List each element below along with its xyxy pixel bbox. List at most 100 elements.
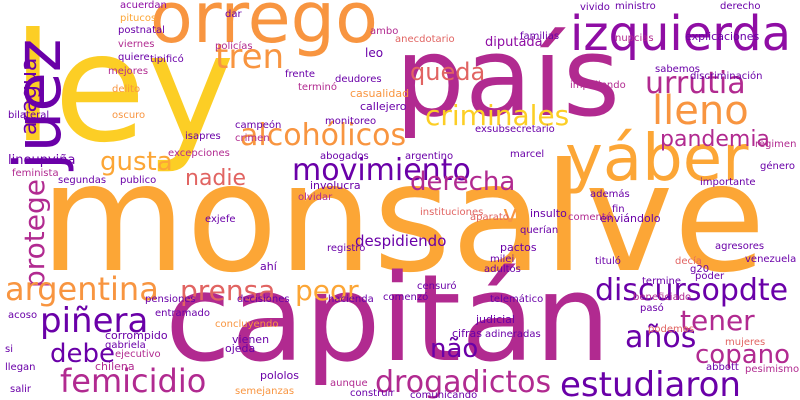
- word: terminó: [298, 81, 337, 93]
- word: excepciones: [168, 148, 230, 159]
- word: crimen: [235, 133, 270, 144]
- word: fin: [612, 204, 625, 215]
- word: g20: [690, 264, 709, 275]
- word: acuerdan: [120, 0, 167, 11]
- word: urrutia: [645, 66, 746, 101]
- word: termine: [642, 276, 681, 287]
- word: venezuela: [745, 254, 796, 265]
- word: estudiaron: [560, 365, 741, 400]
- word: izquierda: [570, 6, 791, 62]
- word: semejanzas: [235, 386, 294, 397]
- word: entramado: [155, 308, 210, 319]
- word: argentina: [5, 270, 159, 308]
- word: frente: [285, 69, 315, 80]
- word: derecho: [720, 1, 761, 12]
- word: género: [760, 160, 795, 172]
- word: querían: [520, 224, 558, 236]
- word: criminales: [425, 99, 569, 132]
- word: telemático: [490, 293, 543, 305]
- word: tipificó: [150, 53, 184, 65]
- word: prensa: [180, 274, 275, 307]
- word: comentó: [568, 211, 612, 223]
- word: ambo: [370, 26, 398, 37]
- word: concluyendo: [215, 319, 278, 330]
- word: alcohólicos: [240, 118, 406, 153]
- word: juez: [2, 39, 76, 172]
- word: gabriela: [105, 340, 146, 351]
- word: enviándolo: [600, 212, 661, 225]
- word: explicaciones: [685, 30, 760, 43]
- word: deudores: [335, 74, 382, 85]
- word: beneficiado: [633, 292, 691, 303]
- word: lineupviña: [8, 153, 75, 168]
- word: agresores: [715, 241, 764, 252]
- word: pololos: [260, 369, 299, 382]
- word: tren: [215, 37, 284, 77]
- word: corrompido: [105, 329, 168, 342]
- word: bilateral: [8, 110, 49, 121]
- word: exjefe: [205, 214, 236, 225]
- word: ahí: [260, 260, 278, 273]
- word: comunicando: [410, 390, 477, 400]
- word: dar: [225, 9, 242, 20]
- word: aragua: [17, 58, 42, 135]
- word: instituciones: [420, 207, 483, 218]
- word: pensiones: [145, 294, 196, 305]
- word: registro: [327, 243, 365, 254]
- word: nupcias: [615, 33, 654, 44]
- word: tituló: [595, 255, 621, 267]
- word: copano: [695, 340, 790, 370]
- word: nadie: [185, 166, 246, 191]
- word: régimen: [755, 138, 796, 150]
- word: drogadictos: [375, 365, 551, 400]
- word: oscuro: [112, 110, 145, 121]
- word: adultos: [484, 264, 521, 275]
- word: años: [625, 320, 696, 355]
- word: si: [5, 344, 13, 355]
- word: involucra: [310, 179, 361, 192]
- word: piñera: [40, 301, 148, 341]
- word: quiere: [118, 52, 150, 63]
- word: acoso: [8, 310, 37, 321]
- word: decisiones: [237, 294, 290, 305]
- word: país: [395, 13, 620, 141]
- word: postnatal: [118, 25, 165, 36]
- word: judicial: [475, 313, 515, 326]
- word: ojeda: [225, 342, 255, 355]
- word: tener: [680, 304, 755, 337]
- word: segundas: [58, 175, 106, 186]
- word: cifras: [452, 327, 482, 340]
- word: mejores: [108, 66, 148, 77]
- word: decía: [675, 255, 702, 267]
- word: queda: [410, 58, 485, 86]
- word: movimiento: [292, 153, 471, 188]
- word: capitán: [165, 250, 611, 389]
- word: exsubsecretario: [475, 124, 555, 135]
- word: ejecutivo: [115, 349, 161, 360]
- word: comenzó: [383, 291, 428, 303]
- word: insulto: [530, 207, 567, 220]
- word: viernes: [118, 39, 154, 50]
- word: milei: [490, 254, 514, 265]
- word: pactos: [500, 241, 537, 254]
- word: policías: [215, 40, 253, 52]
- word: ministro: [615, 1, 656, 12]
- word: feminista: [12, 168, 59, 179]
- word: llegan: [5, 362, 36, 373]
- word: marcel: [510, 149, 544, 160]
- word: yáber: [565, 122, 749, 196]
- word: impidiendo: [570, 80, 626, 91]
- word: poder: [695, 271, 725, 282]
- word: abbott: [706, 362, 739, 373]
- word: además: [590, 188, 630, 200]
- word: familias: [520, 31, 559, 42]
- word: derecha: [410, 167, 515, 197]
- word: diputada: [485, 35, 543, 50]
- word: vienen: [232, 333, 269, 346]
- word: censuró: [417, 280, 457, 292]
- word: delito: [112, 84, 140, 95]
- word: não: [430, 334, 478, 364]
- word: olvidar: [298, 192, 333, 203]
- word: callejero: [360, 100, 407, 113]
